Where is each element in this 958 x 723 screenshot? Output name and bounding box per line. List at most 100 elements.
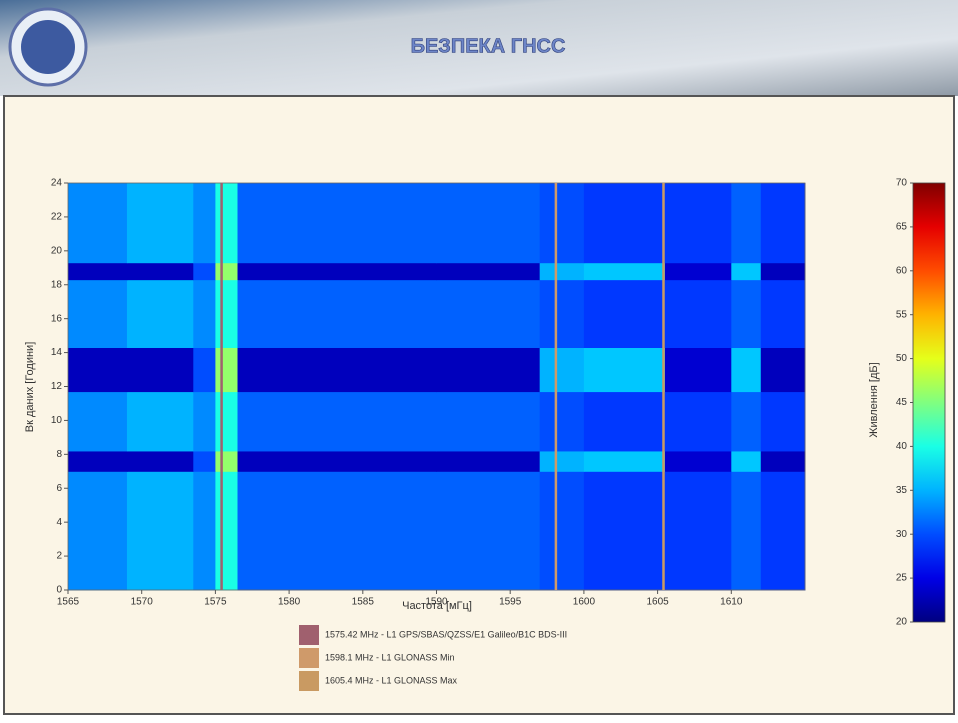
colorbar-tick-label: 35 [896, 485, 908, 496]
heatmap-cell [760, 471, 806, 591]
heatmap-cell [664, 471, 732, 591]
heatmap-cell [664, 347, 732, 393]
heatmap-cell [237, 391, 437, 452]
y-tick-label: 16 [51, 313, 63, 324]
heatmap-cell [583, 279, 666, 348]
heatmap-cell [215, 347, 239, 393]
x-tick-label: 1580 [278, 597, 301, 608]
heatmap-cell [539, 450, 585, 472]
x-tick-label: 1595 [499, 597, 522, 608]
heatmap-cell [126, 262, 194, 281]
y-tick-label: 22 [51, 212, 63, 223]
colorbar [912, 182, 946, 623]
y-tick-label: 10 [51, 415, 63, 426]
heatmap-cell [436, 391, 541, 452]
heatmap-cell [539, 279, 585, 348]
heatmap-cell [731, 279, 762, 348]
x-tick-label: 1585 [352, 597, 375, 608]
heatmap-cell [68, 347, 128, 393]
heatmap-cell [583, 183, 666, 264]
y-tick-label: 18 [51, 279, 63, 290]
heatmap-cell [237, 262, 437, 281]
heatmap-cell [237, 279, 437, 348]
heatmap-cell [126, 391, 194, 452]
heatmap-cell [126, 450, 194, 472]
y-tick-label: 12 [51, 381, 63, 392]
y-tick-label: 2 [56, 551, 62, 562]
heatmap-cell [126, 183, 194, 264]
heatmap-cell [583, 391, 666, 452]
heatmap-cell [237, 450, 437, 472]
heatmap-cell [664, 450, 732, 472]
heatmap-cell [664, 183, 732, 264]
y-tick-label: 14 [51, 347, 63, 358]
heatmap-cell [583, 450, 666, 472]
heatmap-cell [68, 183, 128, 264]
colorbar-tick-label: 25 [896, 573, 908, 584]
heatmap-cell [193, 279, 216, 348]
heatmap-cell [664, 262, 732, 281]
heatmap-cell [539, 471, 585, 591]
y-tick-label: 4 [56, 517, 62, 528]
colorbar-tick-label: 55 [896, 309, 908, 320]
x-tick-label: 1610 [720, 597, 743, 608]
y-tick-label: 20 [51, 245, 63, 256]
heatmap-cell [237, 471, 437, 591]
heatmap-cell [436, 262, 541, 281]
heatmap-cell [760, 347, 806, 393]
heatmap-cell [539, 262, 585, 281]
heatmap-cell [760, 183, 806, 264]
colorbar-tick-label: 20 [896, 617, 908, 628]
y-tick-label: 0 [56, 585, 62, 596]
legend-label: 1598.1 MHz - L1 GLONASS Min [325, 652, 455, 662]
heatmap-cell [193, 262, 216, 281]
heatmap-cell [215, 262, 239, 281]
colorbar-tick-label: 65 [896, 222, 908, 233]
heatmap-cell [68, 279, 128, 348]
heatmap-cell [731, 471, 762, 591]
colorbar-tick-label: 40 [896, 441, 908, 452]
heatmap-cell [193, 183, 216, 264]
heatmap-cell [539, 391, 585, 452]
colorbar-label: Живлення [дБ] [868, 362, 880, 437]
heatmap-cell [68, 471, 128, 591]
heatmap-cell [760, 450, 806, 472]
heatmap-cell [68, 391, 128, 452]
heatmap-cell [436, 450, 541, 472]
x-tick-label: 1565 [57, 597, 80, 608]
x-tick-label: 1570 [131, 597, 154, 608]
heatmap-cell [583, 347, 666, 393]
x-axis-label: Частота [мГц] [402, 600, 472, 612]
logo-inner [21, 20, 75, 74]
y-tick-label: 6 [56, 483, 62, 494]
heatmap-cell [68, 450, 128, 472]
heatmap-cell [664, 279, 732, 348]
colorbar-tick-label: 70 [896, 178, 908, 189]
legend-label: 1605.4 MHz - L1 GLONASS Max [325, 675, 458, 685]
heatmap-cell [539, 183, 585, 264]
heatmap-cell [215, 450, 239, 472]
heatmap-cell [215, 471, 239, 591]
legend-swatch [299, 648, 319, 668]
y-tick-label: 24 [51, 178, 63, 189]
heatmap-cell [215, 279, 239, 348]
colorbar-tick-label: 30 [896, 529, 908, 540]
colorbar-tick-label: 60 [896, 265, 908, 276]
heatmap-cell [126, 471, 194, 591]
heatmap-cell [436, 471, 541, 591]
heatmap-cell [760, 391, 806, 452]
x-tick-label: 1600 [573, 597, 596, 608]
heatmap-cell [583, 262, 666, 281]
heatmap-cell [237, 183, 437, 264]
heatmap-cell [760, 279, 806, 348]
heatmap-cell [68, 262, 128, 281]
heatmap-cell [215, 391, 239, 452]
colorbar-tick-label: 50 [896, 353, 908, 364]
heatmap-cell [126, 279, 194, 348]
y-tick-label: 8 [56, 449, 62, 460]
legend-swatch [299, 671, 319, 691]
header-band [0, 0, 958, 96]
heatmap-cell [436, 183, 541, 264]
legend-swatch [299, 625, 319, 645]
